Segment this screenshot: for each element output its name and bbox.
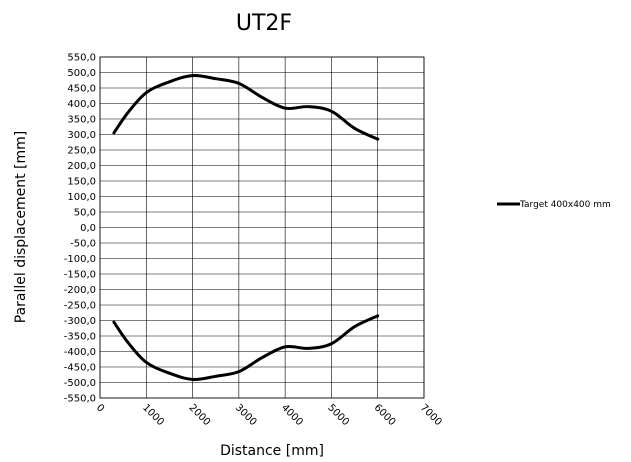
x-tick-label: 1000 <box>140 402 166 428</box>
x-tick-label: 3000 <box>233 402 259 428</box>
x-tick-label: 7000 <box>418 402 444 428</box>
y-tick-label: -150,0 <box>64 270 96 281</box>
y-tick-label: -300,0 <box>64 316 96 327</box>
x-tick-label: 5000 <box>325 402 351 428</box>
y-tick-label: 450,0 <box>67 84 96 95</box>
y-tick-label: 550,0 <box>67 53 96 64</box>
y-tick-label: -550,0 <box>64 394 96 405</box>
y-tick-label: 250,0 <box>67 146 96 157</box>
series-layer <box>112 74 380 381</box>
y-tick-label: -50,0 <box>70 239 96 250</box>
y-tick-label: 200,0 <box>67 161 96 172</box>
x-tick-label: 2000 <box>186 402 212 428</box>
y-tick-label: 400,0 <box>67 99 96 110</box>
x-tick-label: 4000 <box>279 402 305 428</box>
y-tick-label: 350,0 <box>67 115 96 126</box>
x-axis-title: Distance [mm] <box>220 443 324 459</box>
y-tick-label: 150,0 <box>67 177 96 188</box>
y-tick-label: -450,0 <box>64 363 96 374</box>
y-axis-title: Parallel displacement [mm] <box>13 131 29 323</box>
plot-frame <box>99 56 425 399</box>
y-tick-label: -250,0 <box>64 301 96 312</box>
y-tick-label: 500,0 <box>67 68 96 79</box>
legend: Target 400x400 mm <box>497 200 611 210</box>
y-tick-label: 100,0 <box>67 192 96 203</box>
x-tick-label: 6000 <box>372 402 398 428</box>
series-line-1 <box>112 314 380 381</box>
y-tick-label: 0,0 <box>80 223 96 234</box>
legend-label: Target 400x400 mm <box>519 200 611 210</box>
y-tick-label: -200,0 <box>64 285 96 296</box>
y-tick-label: -500,0 <box>64 378 96 389</box>
series-line-0 <box>112 74 380 141</box>
y-tick-label: -400,0 <box>64 347 96 358</box>
y-tick-label: 300,0 <box>67 130 96 141</box>
y-tick-label: -100,0 <box>64 254 96 265</box>
y-axis-ticks: 550,0 500,0 450,0 400,0 350,0 300,0 250,0 200,0… <box>64 53 96 405</box>
y-tick-label: -350,0 <box>64 332 96 343</box>
gridlines <box>99 56 425 399</box>
chart-title: UT2F <box>236 11 292 36</box>
y-tick-label: 50,0 <box>74 208 96 219</box>
x-axis-ticks: 0 1000 2000 3000 4000 5000 6000 7000 <box>94 402 444 428</box>
